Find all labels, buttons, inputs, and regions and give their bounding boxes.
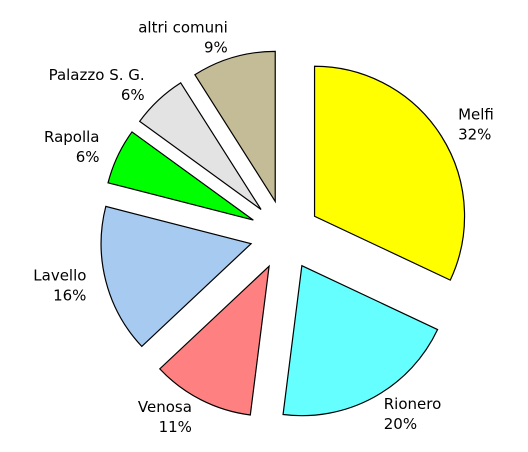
slice-label: Rionero — [384, 395, 442, 413]
slice-label: Venosa — [138, 398, 192, 416]
slice-value-label: 6% — [76, 148, 100, 166]
pie-slice — [282, 264, 439, 417]
slice-label: altri comuni — [138, 19, 228, 37]
slice-value-label: 9% — [204, 39, 228, 57]
pie-slice — [313, 65, 466, 281]
slice-value-label: 16% — [53, 286, 86, 304]
slice-label: Palazzo S. G. — [49, 66, 145, 84]
slice-label: Rapolla — [44, 128, 100, 146]
pie-slice — [138, 82, 262, 210]
slice-label: Melfi — [458, 106, 494, 124]
slice-value-label: 20% — [384, 415, 417, 433]
pie-slice — [158, 264, 270, 416]
slice-value-label: 11% — [159, 418, 192, 436]
slice-label: Lavello — [33, 266, 86, 284]
slice-value-label: 6% — [121, 86, 145, 104]
pie-slice — [100, 205, 253, 348]
pie-slice — [194, 50, 276, 204]
pie-slice — [107, 131, 254, 221]
slice-value-label: 32% — [458, 126, 491, 144]
